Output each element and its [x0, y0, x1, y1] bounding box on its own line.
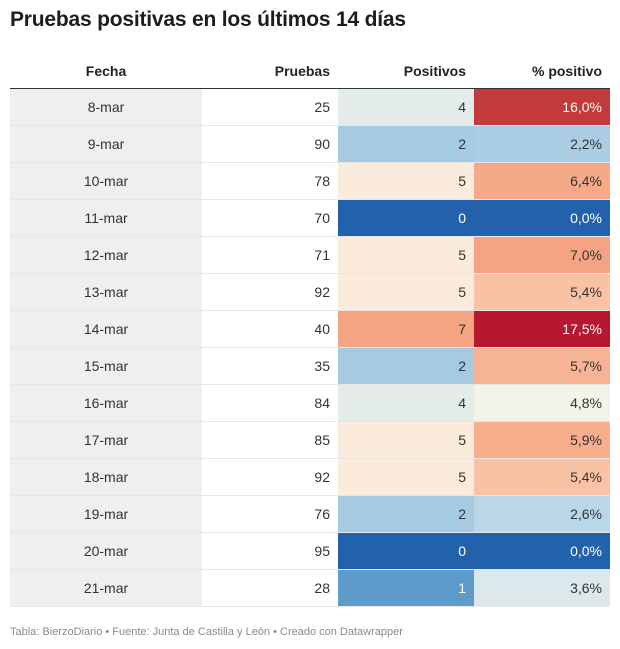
cell-positivos: 4: [338, 384, 474, 422]
cell-fecha: 13-mar: [10, 273, 202, 311]
cell-positivos: 5: [338, 273, 474, 311]
cell-pct-positivo: 5,9%: [474, 421, 610, 459]
column-header-positivos[interactable]: Positivos: [338, 54, 474, 89]
table-row: 15-mar 35 2 5,7%: [10, 347, 610, 385]
cell-fecha: 20-mar: [10, 532, 202, 570]
column-header-fecha[interactable]: Fecha: [10, 54, 202, 89]
cell-fecha: 10-mar: [10, 162, 202, 200]
positivity-table: Fecha Pruebas Positivos % positivo 8-mar…: [10, 54, 610, 607]
cell-pruebas: 85: [202, 421, 338, 459]
cell-fecha: 15-mar: [10, 347, 202, 385]
cell-pct-positivo: 5,4%: [474, 273, 610, 311]
cell-positivos: 5: [338, 236, 474, 274]
table-row: 12-mar 71 5 7,0%: [10, 236, 610, 274]
cell-pct-positivo: 2,2%: [474, 125, 610, 163]
cell-positivos: 2: [338, 125, 474, 163]
cell-pct-positivo: 7,0%: [474, 236, 610, 274]
cell-pruebas: 92: [202, 458, 338, 496]
cell-pct-positivo: 5,4%: [474, 458, 610, 496]
cell-pruebas: 84: [202, 384, 338, 422]
header-row: Fecha Pruebas Positivos % positivo: [10, 54, 610, 89]
cell-fecha: 17-mar: [10, 421, 202, 459]
cell-pruebas: 76: [202, 495, 338, 533]
cell-pct-positivo: 3,6%: [474, 569, 610, 607]
table-row: 11-mar 70 0 0,0%: [10, 199, 610, 237]
cell-fecha: 19-mar: [10, 495, 202, 533]
cell-positivos: 7: [338, 310, 474, 348]
cell-positivos: 2: [338, 495, 474, 533]
cell-fecha: 21-mar: [10, 569, 202, 607]
cell-pct-positivo: 17,5%: [474, 310, 610, 348]
cell-positivos: 0: [338, 532, 474, 570]
cell-fecha: 9-mar: [10, 125, 202, 163]
chart-title: Pruebas positivas en los últimos 14 días: [10, 8, 406, 31]
cell-pct-positivo: 6,4%: [474, 162, 610, 200]
table-row: 19-mar 76 2 2,6%: [10, 495, 610, 533]
cell-positivos: 0: [338, 199, 474, 237]
cell-pruebas: 95: [202, 532, 338, 570]
column-header-pct-positivo[interactable]: % positivo: [474, 54, 610, 89]
cell-pruebas: 90: [202, 125, 338, 163]
table-row: 16-mar 84 4 4,8%: [10, 384, 610, 422]
cell-fecha: 12-mar: [10, 236, 202, 274]
column-header-pruebas[interactable]: Pruebas: [202, 54, 338, 89]
source-footer: Tabla: BierzoDiario • Fuente: Junta de C…: [10, 626, 403, 638]
cell-pct-positivo: 4,8%: [474, 384, 610, 422]
table-row: 10-mar 78 5 6,4%: [10, 162, 610, 200]
table-body: 8-mar 25 4 16,0% 9-mar 90 2 2,2% 10-mar 78 5 6,4% 11…: [10, 88, 610, 607]
cell-fecha: 18-mar: [10, 458, 202, 496]
cell-pruebas: 25: [202, 88, 338, 126]
cell-fecha: 14-mar: [10, 310, 202, 348]
cell-positivos: 1: [338, 569, 474, 607]
cell-pruebas: 40: [202, 310, 338, 348]
cell-pruebas: 35: [202, 347, 338, 385]
table-row: 18-mar 92 5 5,4%: [10, 458, 610, 496]
cell-pruebas: 70: [202, 199, 338, 237]
table-row: 8-mar 25 4 16,0%: [10, 88, 610, 126]
cell-positivos: 5: [338, 421, 474, 459]
cell-fecha: 16-mar: [10, 384, 202, 422]
cell-fecha: 8-mar: [10, 88, 202, 126]
cell-pruebas: 78: [202, 162, 338, 200]
cell-pct-positivo: 2,6%: [474, 495, 610, 533]
cell-positivos: 4: [338, 88, 474, 126]
cell-fecha: 11-mar: [10, 199, 202, 237]
table-row: 21-mar 28 1 3,6%: [10, 569, 610, 607]
table-row: 9-mar 90 2 2,2%: [10, 125, 610, 163]
cell-pruebas: 28: [202, 569, 338, 607]
cell-positivos: 5: [338, 162, 474, 200]
cell-pct-positivo: 16,0%: [474, 88, 610, 126]
cell-positivos: 5: [338, 458, 474, 496]
cell-positivos: 2: [338, 347, 474, 385]
cell-pruebas: 71: [202, 236, 338, 274]
cell-pruebas: 92: [202, 273, 338, 311]
table-row: 17-mar 85 5 5,9%: [10, 421, 610, 459]
cell-pct-positivo: 5,7%: [474, 347, 610, 385]
table-row: 13-mar 92 5 5,4%: [10, 273, 610, 311]
table-row: 14-mar 40 7 17,5%: [10, 310, 610, 348]
cell-pct-positivo: 0,0%: [474, 532, 610, 570]
cell-pct-positivo: 0,0%: [474, 199, 610, 237]
table-row: 20-mar 95 0 0,0%: [10, 532, 610, 570]
